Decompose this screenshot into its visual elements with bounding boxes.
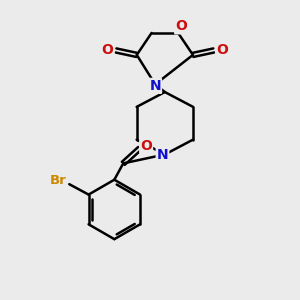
Text: O: O: [140, 139, 152, 152]
Text: O: O: [175, 20, 187, 33]
Text: O: O: [102, 44, 114, 58]
Text: N: N: [149, 79, 161, 93]
Text: N: N: [157, 148, 168, 162]
Text: Br: Br: [50, 174, 66, 187]
Text: O: O: [216, 44, 228, 58]
